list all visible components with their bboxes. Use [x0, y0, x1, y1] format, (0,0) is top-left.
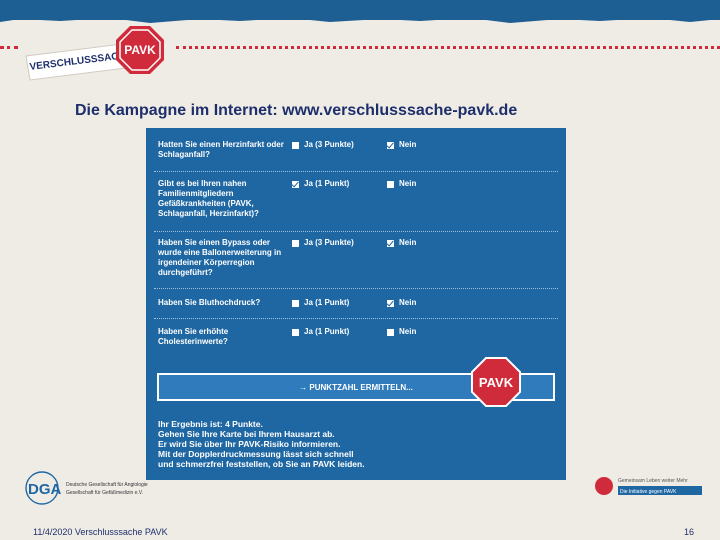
result-line: Mit der Dopplerdruckmessung lässt sich s…	[158, 449, 354, 459]
checkbox-yes[interactable]	[292, 328, 299, 336]
option-no-label: Nein	[399, 327, 417, 336]
result-line: und schmerzfrei feststellen, ob Sie an P…	[158, 459, 365, 469]
dga-abbr: DGA	[28, 481, 62, 498]
dga-logo: DGA Deutsche Gesellschaft für Angiologie…	[25, 471, 148, 505]
pavk-badge: PAVK	[471, 357, 521, 407]
row-separator	[154, 318, 558, 319]
question-text: Haben Sie erhöhte Cholesterinwerte?	[158, 327, 229, 346]
option-no-label: Nein	[399, 179, 417, 188]
option-yes[interactable]: Ja (1 Punkt)	[292, 327, 349, 337]
option-no[interactable]: Nein	[387, 140, 416, 150]
option-no[interactable]: Nein	[387, 327, 416, 337]
option-no-label: Nein	[399, 140, 417, 149]
row-separator	[154, 288, 558, 289]
result-line: Er wird Sie über Ihr PAVK-Risiko informi…	[158, 439, 341, 449]
checkbox-no[interactable]	[387, 328, 394, 336]
result-line: Ihr Ergebnis ist: 4 Punkte.	[158, 419, 263, 429]
checkbox-yes[interactable]	[292, 299, 299, 307]
option-yes[interactable]: Ja (1 Punkt)	[292, 298, 349, 308]
initiative-line2: Die Initiative gegen PAVK	[620, 489, 677, 495]
top-band	[0, 0, 720, 20]
checkbox-yes[interactable]	[292, 141, 299, 149]
page-number: 16	[684, 527, 695, 537]
logo-badge: PAVK	[124, 43, 156, 57]
option-yes[interactable]: Ja (3 Punkte)	[292, 238, 354, 248]
checkbox-no[interactable]	[387, 180, 394, 188]
option-no-label: Nein	[399, 298, 417, 307]
checkbox-no[interactable]	[387, 239, 394, 247]
checkbox-yes[interactable]	[292, 180, 299, 188]
initiative-line1: Gemeinsam Leben weiter Mehr	[618, 478, 688, 484]
option-no-label: Nein	[399, 238, 417, 247]
checkbox-yes[interactable]	[292, 239, 299, 247]
result-line: Gehen Sie Ihre Karte bei Ihrem Hausarzt …	[158, 429, 335, 439]
option-yes-label: Ja (1 Punkt)	[304, 298, 350, 307]
dga-line1: Deutsche Gesellschaft für Angiologie	[66, 482, 148, 488]
option-yes-label: Ja (3 Punkte)	[304, 140, 354, 149]
verschlusssache-logo: VERSCHLUSSSACHE PAVK	[25, 26, 164, 81]
website-screenshot: Hatten Sie einen Herzinfarkt oder Schlag…	[146, 128, 566, 480]
option-yes[interactable]: Ja (1 Punkt)	[292, 179, 349, 189]
pavk-badge-text: PAVK	[479, 375, 514, 390]
question-text: Gibt es bei Ihren nahen Familienmitglied…	[158, 179, 259, 218]
top-band-edge	[0, 16, 720, 23]
row-separator	[154, 171, 558, 172]
option-no[interactable]: Nein	[387, 298, 416, 308]
footer-text: 11/4/2020 Verschlusssache PAVK	[33, 527, 168, 537]
option-yes-label: Ja (1 Punkt)	[304, 327, 350, 336]
question-text: Haben Sie Bluthochdruck?	[158, 298, 261, 307]
option-yes-label: Ja (1 Punkt)	[304, 179, 350, 188]
page-title: Die Kampagne im Internet: www.verschluss…	[75, 102, 518, 119]
dga-line2: Gesellschaft für Gefäßmedizin e.V.	[66, 490, 143, 496]
initiative-logo: Gemeinsam Leben weiter Mehr Die Initiati…	[595, 477, 702, 495]
dotted-rule-left	[0, 46, 18, 49]
dotted-rule-right	[176, 46, 720, 49]
option-yes[interactable]: Ja (3 Punkte)	[292, 140, 354, 150]
option-yes-label: Ja (3 Punkte)	[304, 238, 354, 247]
question-text: Hatten Sie einen Herzinfarkt oder Schlag…	[158, 140, 284, 159]
checkbox-no[interactable]	[387, 299, 394, 307]
option-no[interactable]: Nein	[387, 179, 416, 189]
checkbox-no[interactable]	[387, 141, 394, 149]
result-text: Ihr Ergebnis ist: 4 Punkte. Gehen Sie Ih…	[158, 419, 488, 469]
question-text: Haben Sie einen Bypass oder wurde eine B…	[158, 238, 282, 277]
option-no[interactable]: Nein	[387, 238, 416, 248]
row-separator	[154, 231, 558, 232]
